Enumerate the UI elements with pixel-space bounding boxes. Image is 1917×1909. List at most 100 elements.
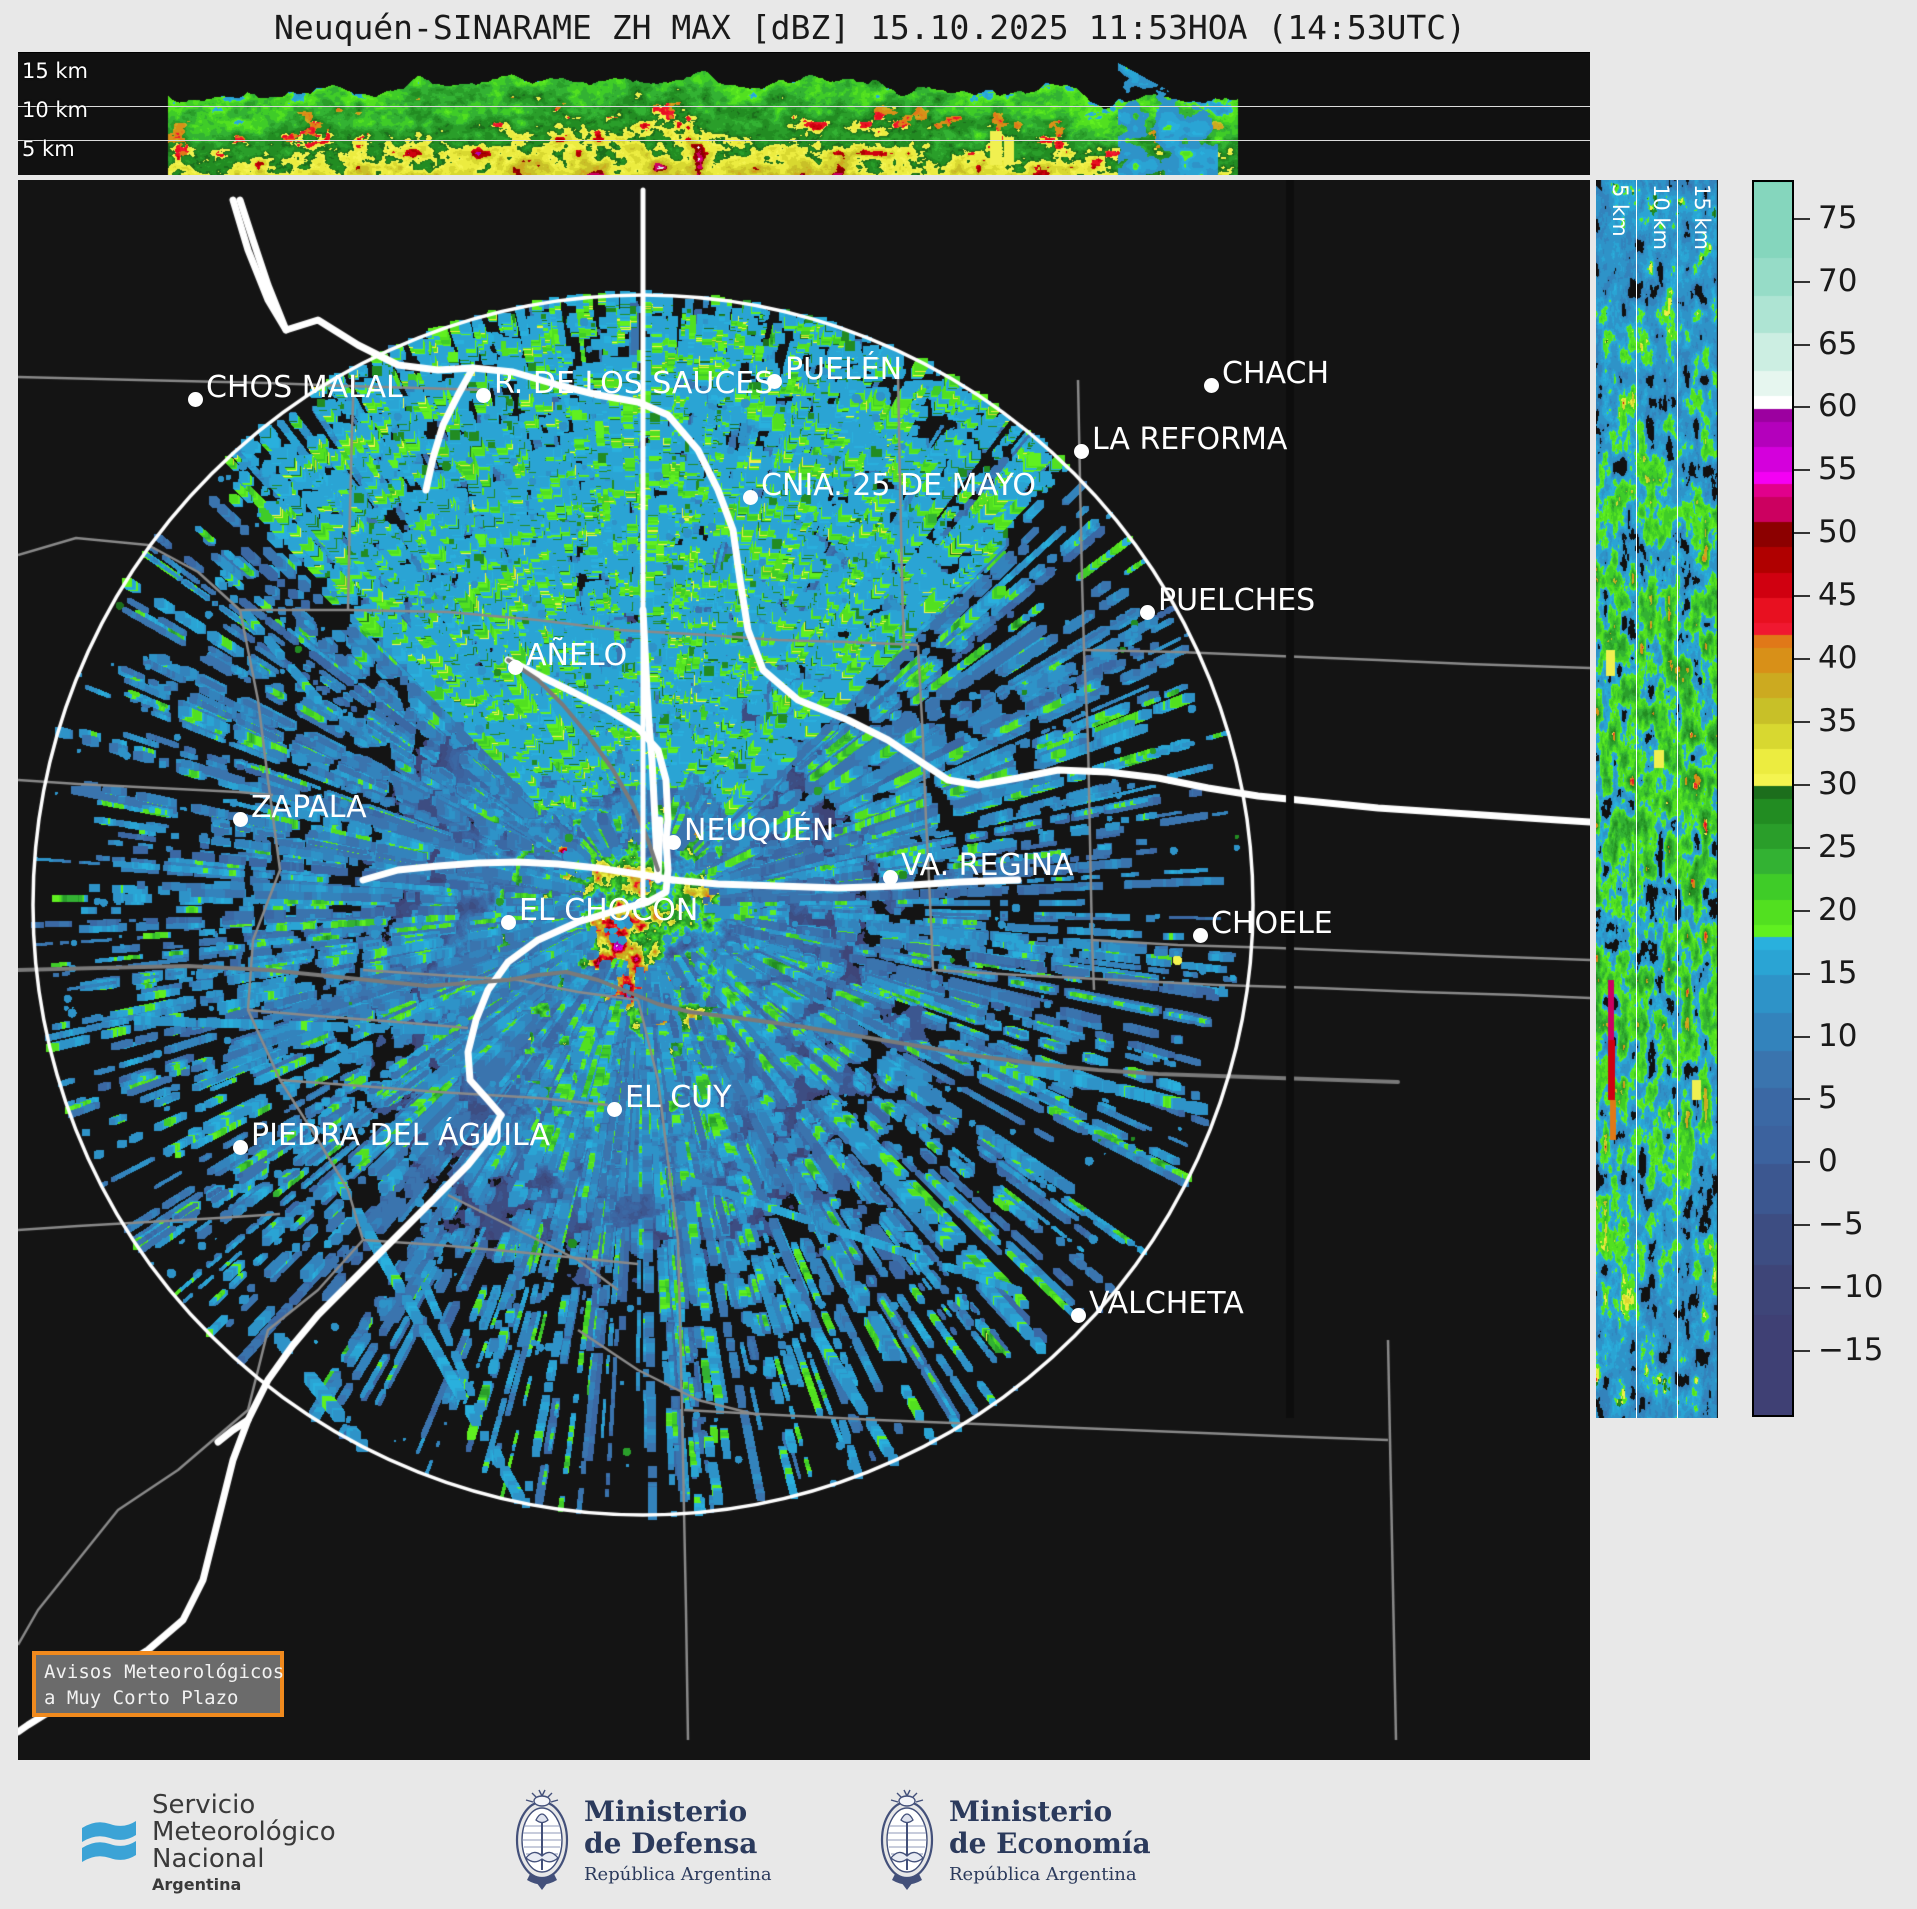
ministerio-economia-line-2: de Economía — [949, 1827, 1151, 1860]
side-profile-label-10km: 10 km — [1649, 184, 1673, 251]
colorbar-tick-label: −10 — [1818, 1269, 1884, 1306]
colorbar-tick — [1794, 343, 1810, 346]
colorbar-tick — [1794, 280, 1810, 283]
ministerio-economia-text: Ministerio de Economía República Argenti… — [949, 1796, 1151, 1887]
colorbar — [1752, 180, 1794, 1417]
colorbar-tick-label: 75 — [1818, 199, 1858, 236]
city-dot-icon — [743, 490, 758, 505]
colorbar-tick — [1794, 406, 1810, 409]
colorbar-tick — [1794, 721, 1810, 723]
warning-line-2: a Muy Corto Plazo — [44, 1687, 239, 1709]
cross-section-label-5km: 5 km — [22, 137, 75, 161]
colorbar-tick — [1794, 909, 1810, 912]
colorbar-tick-label: 45 — [1818, 577, 1858, 614]
ministerio-economia-line-1: Ministerio — [949, 1795, 1113, 1828]
colorbar-tick-label: 60 — [1818, 388, 1858, 425]
city-label: VA. REGINA — [901, 848, 1074, 883]
cross-section-gridline-5km — [18, 140, 1590, 141]
city-dot-icon — [1140, 605, 1155, 620]
colorbar-tick — [1794, 972, 1810, 975]
city-dot-icon — [1074, 444, 1089, 459]
colorbar-tick-label: −5 — [1818, 1206, 1864, 1243]
smn-line-2: Meteorológico — [152, 1817, 336, 1847]
cross-section-label-10km: 10 km — [22, 98, 89, 122]
cross-section-gridline-10km — [18, 106, 1590, 107]
city-label: EL CHOCÓN — [519, 893, 699, 928]
colorbar-tick-label: 5 — [1818, 1080, 1838, 1117]
city-dot-icon — [1071, 1308, 1086, 1323]
colorbar-tick — [1794, 1098, 1810, 1101]
smn-line-3: Nacional — [152, 1844, 265, 1874]
city-label: NEUQUÉN — [684, 813, 835, 848]
side-profile-line-5km — [1636, 180, 1637, 1418]
city-label: R. DE LOS SAUCES — [494, 366, 774, 401]
colorbar-tick-layer: 75 70 65 60 55 50 45 40 35 30 25 20 15 10 5 0 −5 −10 −15 — [1794, 180, 1914, 1417]
logo-smn: Servicio Meteorológico Nacional Argentin… — [52, 1770, 382, 1909]
warning-badge[interactable]: Avisos Meteorológicos a Muy Corto Plazo — [32, 1651, 284, 1717]
logo-ministerio-defensa: Ministerio de Defensa República Argentin… — [510, 1770, 840, 1909]
side-profile-canvas — [1596, 180, 1718, 1418]
logo-ministerio-economia: Ministerio de Economía República Argenti… — [875, 1770, 1225, 1909]
colorbar-tick — [1794, 1287, 1810, 1290]
colorbar-tick — [1794, 1161, 1810, 1164]
city-dot-icon — [883, 870, 898, 885]
city-label: CHOS MALAL — [206, 370, 403, 405]
ministerio-defensa-sub: República Argentina — [584, 1864, 772, 1885]
smn-logo-mark — [79, 1806, 136, 1872]
colorbar-tick — [1794, 1035, 1810, 1038]
city-label: PUELÉN — [785, 352, 903, 387]
colorbar-tick — [1794, 595, 1810, 598]
footer-logos: Servicio Meteorológico Nacional Argentin… — [0, 1770, 1917, 1909]
smn-sub: Argentina — [152, 1875, 242, 1894]
cross-section-canvas — [18, 53, 1590, 175]
colorbar-tick-label: 40 — [1818, 640, 1858, 677]
ministerio-defensa-line-1: Ministerio — [584, 1795, 748, 1828]
colorbar-tick-label: −15 — [1818, 1332, 1884, 1369]
argentina-coat-of-arms-icon — [515, 1789, 569, 1890]
radar-reflectivity-canvas — [18, 180, 1590, 1760]
city-label: AÑELO — [526, 638, 628, 673]
colorbar-tick-label: 50 — [1818, 514, 1858, 551]
colorbar-tick-label: 35 — [1818, 703, 1858, 739]
colorbar-tick — [1794, 217, 1810, 220]
radar-map-panel[interactable]: CHOS MALAL R. DE LOS SAUCES PUELÉN CHACH LA … — [18, 180, 1590, 1760]
city-dot-icon — [233, 1140, 248, 1155]
argentina-coat-of-arms-icon-2 — [880, 1789, 934, 1890]
city-dot-icon — [476, 388, 491, 403]
colorbar-tick-label: 25 — [1818, 828, 1858, 865]
city-dot-icon — [508, 660, 523, 675]
city-label: PUELCHES — [1158, 583, 1316, 618]
colorbar-gradient — [1754, 182, 1792, 1415]
colorbar-tick-label: 0 — [1818, 1143, 1838, 1180]
city-dot-icon — [666, 835, 681, 850]
city-dot-icon — [233, 812, 248, 827]
city-label: VALCHETA — [1089, 1286, 1244, 1321]
city-label: LA REFORMA — [1092, 422, 1288, 457]
city-label: CHACH — [1222, 356, 1330, 391]
colorbar-tick-label: 10 — [1818, 1017, 1858, 1054]
city-dot-icon — [607, 1102, 622, 1117]
side-vertical-profile-panel: 5 km 10 km 15 km — [1596, 180, 1718, 1418]
city-label: PIEDRA DEL ÁGUILA — [251, 1118, 550, 1153]
city-label: EL CUY — [625, 1080, 732, 1115]
page-title: Neuquén-SINARAME ZH MAX [dBZ] 15.10.2025… — [273, 8, 1467, 47]
side-profile-label-5km: 5 km — [1608, 184, 1632, 237]
side-profile-label-15km: 15 km — [1690, 184, 1714, 251]
colorbar-tick — [1794, 532, 1810, 535]
ministerio-defensa-line-2: de Defensa — [584, 1827, 758, 1860]
city-dot-icon — [1204, 378, 1219, 393]
colorbar-tick — [1794, 783, 1810, 786]
city-dot-icon — [767, 374, 782, 389]
ministerio-economia-sub: República Argentina — [949, 1864, 1137, 1885]
colorbar-tick — [1794, 1224, 1810, 1227]
colorbar-tick-label: 15 — [1818, 954, 1858, 991]
colorbar-tick — [1794, 658, 1810, 661]
city-label: ZAPALA — [251, 790, 367, 825]
colorbar-tick-label: 30 — [1818, 765, 1858, 802]
colorbar-tick-label: 65 — [1818, 325, 1858, 362]
warning-line-1: Avisos Meteorológicos — [44, 1661, 285, 1683]
colorbar-tick-label: 55 — [1818, 451, 1858, 488]
colorbar-tick — [1794, 469, 1810, 472]
smn-logo-text: Servicio Meteorológico Nacional Argentin… — [152, 1792, 336, 1895]
colorbar-tick-label: 20 — [1818, 891, 1858, 928]
